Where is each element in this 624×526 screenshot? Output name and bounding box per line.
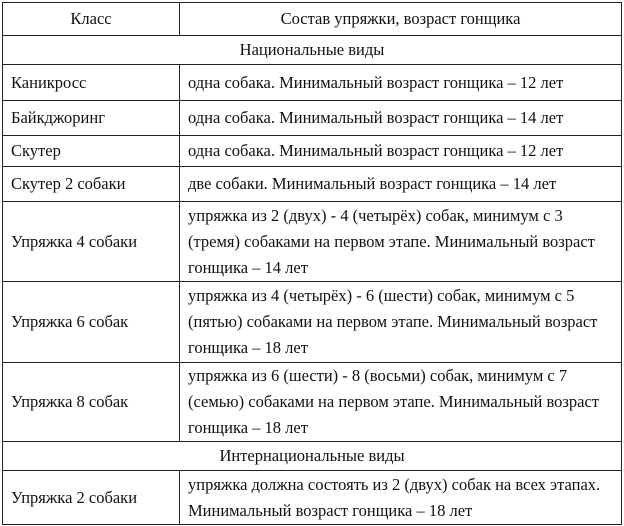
section-title: Национальные виды <box>2 35 622 65</box>
composition-cell: две собаки. Минимальный возраст гонщика … <box>179 166 622 202</box>
section-row: Национальные виды <box>2 35 622 65</box>
table-row: Скутер одна собака. Минимальный возраст г… <box>2 135 622 167</box>
class-cell: Скутер 2 собаки <box>2 166 180 202</box>
table-row: Скутер 2 собаки две собаки. Минимальный в… <box>2 166 622 202</box>
table-row: Байкджоринг одна собака. Минимальный возр… <box>2 100 622 136</box>
section-row: Интернациональные виды <box>2 441 622 471</box>
class-cell: Каникросс <box>2 64 180 101</box>
composition-cell: одна собака. Минимальный возраст гонщика… <box>179 135 622 167</box>
table-row: Каникросс одна собака. Минимальный возрас… <box>2 64 622 101</box>
composition-cell: упряжка из 4 (четырёх) - 6 (шести) собак… <box>179 281 622 363</box>
header-class: Класс <box>2 2 180 36</box>
header-composition: Состав упряжки, возраст гонщика <box>179 2 622 36</box>
table-row: Упряжка 2 собаки упряжка должна состоять … <box>2 470 622 525</box>
composition-cell: упряжка должна состоять из 2 (двух) соба… <box>179 470 622 525</box>
composition-cell: упряжка из 6 (шести) - 8 (восьми) собак,… <box>179 362 622 442</box>
class-cell: Упряжка 6 собак <box>2 281 180 363</box>
composition-cell: одна собака. Минимальный возраст гонщика… <box>179 64 622 101</box>
composition-cell: упряжка из 2 (двух) - 4 (четырёх) собак,… <box>179 201 622 282</box>
class-cell: Упряжка 8 собак <box>2 362 180 442</box>
class-cell: Байкджоринг <box>2 100 180 136</box>
class-cell: Упряжка 4 собаки <box>2 201 180 282</box>
table-row: Упряжка 8 собак упряжка из 6 (шести) - 8 … <box>2 362 622 442</box>
composition-cell: одна собака. Минимальный возраст гонщика… <box>179 100 622 136</box>
table-header-row: Класс Состав упряжки, возраст гонщика <box>2 2 622 36</box>
class-cell: Скутер <box>2 135 180 167</box>
table-row: Упряжка 4 собаки упряжка из 2 (двух) - 4 … <box>2 201 622 282</box>
table-row: Упряжка 6 собак упряжка из 4 (четырёх) - … <box>2 281 622 363</box>
class-cell: Упряжка 2 собаки <box>2 470 180 525</box>
section-title: Интернациональные виды <box>2 441 622 471</box>
